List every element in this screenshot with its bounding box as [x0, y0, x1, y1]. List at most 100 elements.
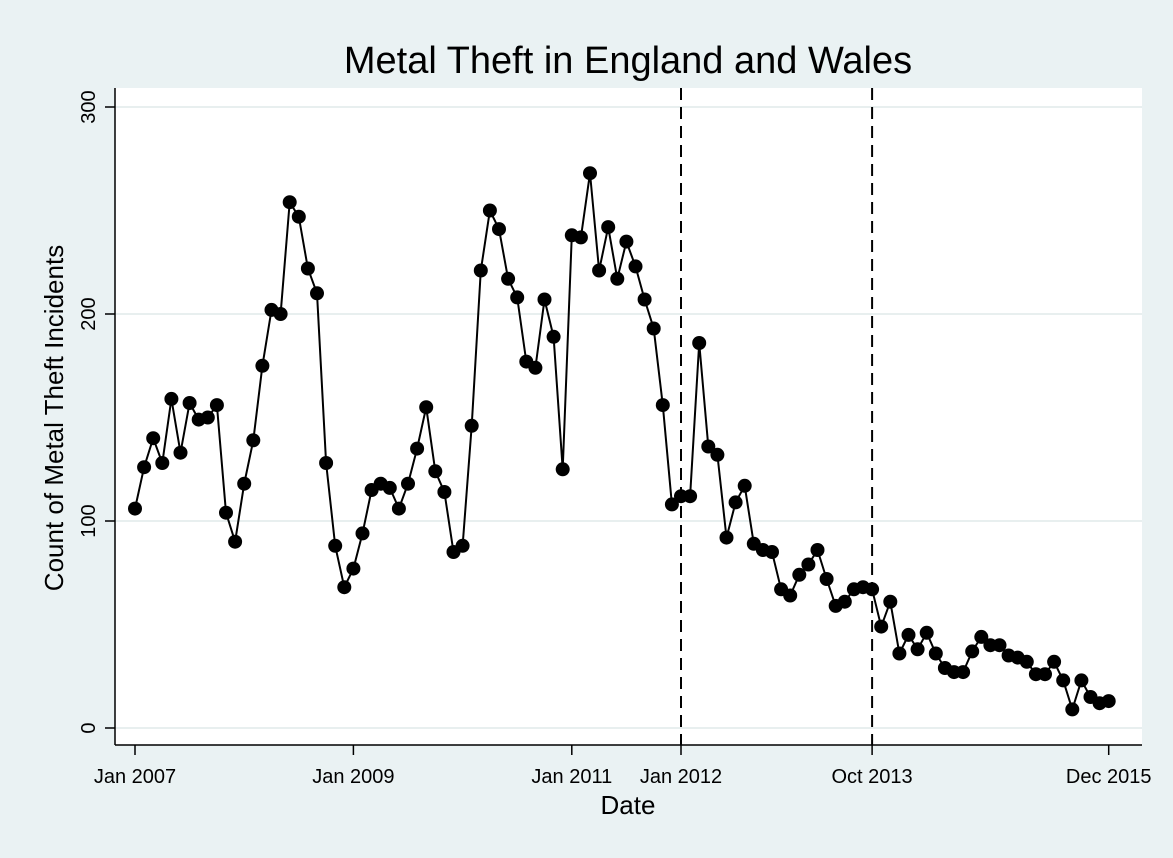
reference-lines — [680, 88, 874, 745]
data-point-61 — [683, 489, 698, 504]
data-point-20 — [310, 286, 324, 301]
data-point-22 — [328, 538, 343, 553]
data-point-25 — [355, 526, 370, 541]
data-point-54 — [619, 234, 634, 249]
data-point-9 — [209, 398, 224, 413]
data-point-87 — [919, 625, 934, 640]
data-point-17 — [282, 195, 297, 210]
data-point-10 — [219, 505, 233, 520]
data-point-103 — [1065, 702, 1080, 717]
data-point-45 — [537, 292, 552, 307]
data-point-14 — [255, 358, 270, 373]
data-point-65 — [719, 530, 734, 545]
data-point-49 — [573, 230, 588, 245]
y-tick-label-0: 0 — [78, 722, 100, 733]
data-point-34 — [437, 485, 452, 499]
data-point-12 — [237, 476, 252, 491]
data-point-78 — [837, 594, 852, 609]
data-point-64 — [710, 447, 725, 462]
y-tick-label-100: 100 — [78, 504, 100, 537]
data-point-1 — [137, 460, 152, 475]
data-point-102 — [1056, 673, 1071, 688]
chart-title: Metal Theft in England and Wales — [344, 40, 912, 82]
data-point-95 — [992, 638, 1007, 653]
data-point-32 — [419, 400, 434, 415]
data-point-83 — [883, 594, 898, 609]
x-tick-label-1: Jan 2009 — [312, 766, 394, 788]
data-point-52 — [601, 220, 616, 235]
data-point-107 — [1101, 694, 1116, 709]
data-point-66 — [728, 495, 743, 510]
x-tick-label-3: Jan 2012 — [640, 766, 722, 788]
data-point-81 — [865, 582, 880, 597]
data-point-58 — [655, 398, 670, 413]
y-axis-title: Count of Metal Theft Incidents — [39, 245, 69, 591]
data-point-63 — [701, 439, 716, 454]
x-tick-label-5: Dec 2015 — [1066, 766, 1152, 788]
data-point-29 — [391, 501, 406, 516]
data-point-36 — [455, 538, 470, 553]
data-point-8 — [200, 410, 215, 425]
data-point-28 — [382, 480, 397, 495]
data-point-70 — [765, 545, 779, 559]
data-point-84 — [892, 646, 907, 661]
data-point-67 — [737, 478, 752, 493]
data-point-98 — [1019, 654, 1034, 669]
data-point-11 — [228, 534, 243, 549]
data-point-39 — [482, 203, 497, 218]
data-point-23 — [337, 580, 352, 595]
y-tick-label-200: 200 — [78, 297, 100, 330]
data-point-5 — [173, 445, 188, 460]
data-point-88 — [928, 646, 943, 661]
data-point-55 — [628, 259, 643, 274]
data-point-33 — [428, 464, 443, 479]
data-point-24 — [346, 561, 361, 576]
data-markers — [128, 166, 1116, 717]
data-point-3 — [155, 456, 170, 470]
axes: 0 100 200 300 Jan 2007 Jan 2009 Jan 2011 Jan 20… — [78, 88, 1152, 788]
data-point-93 — [974, 629, 989, 644]
data-point-44 — [528, 360, 543, 375]
data-point-73 — [792, 567, 807, 582]
x-tick-label-2: Jan 2011 — [531, 766, 612, 788]
data-point-101 — [1047, 654, 1062, 669]
data-point-50 — [583, 166, 597, 181]
data-point-104 — [1074, 673, 1089, 688]
data-point-85 — [901, 627, 916, 642]
x-tick-label-4: Oct 2013 — [832, 766, 913, 788]
data-point-91 — [956, 665, 971, 680]
data-point-4 — [164, 391, 179, 406]
y-tick-label-300: 300 — [78, 90, 100, 123]
data-point-86 — [910, 642, 925, 657]
data-point-16 — [273, 307, 288, 321]
data-point-53 — [610, 271, 625, 286]
data-point-38 — [473, 263, 488, 278]
data-point-57 — [646, 321, 661, 336]
data-point-72 — [783, 588, 798, 603]
data-point-30 — [401, 476, 415, 491]
data-point-51 — [592, 263, 607, 278]
x-axis-title: Date — [601, 790, 656, 820]
data-point-74 — [801, 557, 816, 572]
data-point-46 — [546, 329, 561, 344]
x-tick-label-0: Jan 2007 — [94, 766, 176, 788]
data-point-76 — [819, 572, 834, 586]
data-point-100 — [1038, 667, 1052, 682]
data-point-21 — [319, 456, 334, 470]
data-point-19 — [300, 261, 315, 276]
data-point-82 — [874, 619, 889, 634]
data-point-18 — [291, 209, 306, 224]
data-point-41 — [501, 271, 516, 286]
data-point-37 — [464, 418, 479, 433]
data-point-92 — [965, 644, 980, 659]
data-point-13 — [246, 433, 261, 448]
data-point-2 — [146, 431, 161, 446]
data-point-75 — [810, 543, 825, 557]
data-point-62 — [692, 336, 707, 350]
data-point-6 — [182, 396, 197, 410]
data-point-40 — [492, 222, 506, 237]
data-point-56 — [637, 292, 652, 307]
data-point-59 — [664, 497, 679, 512]
